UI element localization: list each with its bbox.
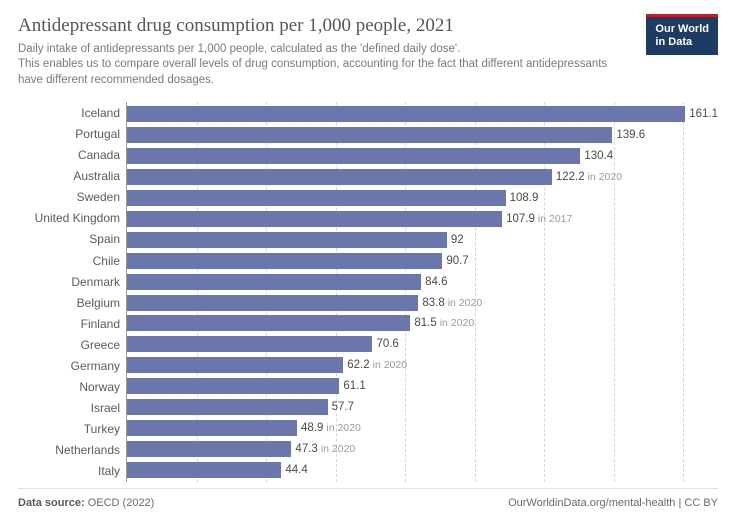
bar: [127, 295, 418, 311]
value-label: 139.6: [616, 129, 645, 141]
value-note: in 2020: [326, 422, 360, 434]
country-label: Germany: [18, 356, 120, 376]
value-label: 122.2: [556, 171, 585, 183]
value-label: 47.3: [295, 443, 317, 455]
bar-row: 61.1: [127, 376, 718, 396]
country-label: Denmark: [18, 272, 120, 292]
bar: [127, 357, 343, 373]
value-label: 81.5: [414, 317, 436, 329]
data-source: Data source: OECD (2022): [18, 497, 154, 509]
value-label: 108.9: [510, 192, 539, 204]
chart-subtitle: Daily intake of antidepressants per 1,00…: [18, 42, 634, 89]
value-label: 61.1: [343, 380, 365, 392]
bar-row: 57.7: [127, 397, 718, 417]
bar-row: 92: [127, 230, 718, 250]
bar-row: 81.5 in 2020: [127, 313, 718, 333]
bar: [127, 106, 685, 122]
bar-row: 107.9in 2017: [127, 209, 718, 229]
bar-row: 84.6: [127, 272, 718, 292]
value-label: 70.6: [376, 338, 398, 350]
bar: [127, 211, 502, 227]
value-note: in 2020: [588, 171, 622, 183]
value-label: 161.1: [689, 108, 718, 120]
plot-area: 161.1139.6130.4122.2in 2020108.9107.9in …: [126, 102, 718, 482]
subtitle-line1: Daily intake of antidepressants per 1,00…: [18, 43, 460, 55]
value-label: 130.4: [584, 150, 613, 162]
bar: [127, 462, 281, 478]
bar: [127, 190, 506, 206]
bar-row: 62.2 in 2020: [127, 355, 718, 375]
title-block: Antidepressant drug consumption per 1,00…: [18, 14, 646, 88]
bar-row: 83.8 in 2020: [127, 293, 718, 313]
bar-row: 161.1: [127, 104, 718, 124]
header: Antidepressant drug consumption per 1,00…: [18, 14, 718, 88]
country-label: United Kingdom: [18, 208, 120, 228]
country-label: Finland: [18, 314, 120, 334]
country-label: Canada: [18, 145, 120, 165]
country-label: Greece: [18, 335, 120, 355]
bar-row: 90.7: [127, 251, 718, 271]
bar: [127, 148, 580, 164]
bar-row: 122.2in 2020: [127, 167, 718, 187]
bar: [127, 253, 442, 269]
bar: [127, 127, 612, 143]
country-label: Italy: [18, 461, 120, 481]
country-label: Netherlands: [18, 440, 120, 460]
value-note: in 2020: [321, 443, 355, 455]
bar: [127, 232, 447, 248]
chart-title: Antidepressant drug consumption per 1,00…: [18, 14, 634, 38]
bar: [127, 399, 328, 415]
country-label: Belgium: [18, 293, 120, 313]
bar: [127, 420, 297, 436]
footer: Data source: OECD (2022) OurWorldinData.…: [18, 488, 718, 509]
country-label: Israel: [18, 398, 120, 418]
bar-row: 108.9: [127, 188, 718, 208]
country-label: Australia: [18, 166, 120, 186]
value-label: 92: [451, 234, 464, 246]
footer-link[interactable]: OurWorldinData.org/mental-health: [508, 497, 675, 509]
bar-row: 130.4: [127, 146, 718, 166]
bar: [127, 169, 552, 185]
bars-container: 161.1139.6130.4122.2in 2020108.9107.9in …: [127, 102, 718, 482]
bar: [127, 315, 410, 331]
value-label: 62.2: [347, 359, 369, 371]
footer-license: CC BY: [684, 497, 718, 509]
country-label: Norway: [18, 377, 120, 397]
value-label: 48.9: [301, 422, 323, 434]
y-axis-labels: IcelandPortugalCanadaAustraliaSwedenUnit…: [18, 102, 126, 482]
value-note: in 2020: [373, 359, 407, 371]
subtitle-line2: This enables us to compare overall level…: [18, 58, 607, 86]
value-label: 107.9: [506, 213, 535, 225]
bar-row: 48.9in 2020: [127, 418, 718, 438]
value-label: 57.7: [332, 401, 354, 413]
value-label: 44.4: [285, 464, 307, 476]
value-label: 84.6: [425, 276, 447, 288]
country-label: Spain: [18, 229, 120, 249]
value-label: 83.8: [422, 297, 444, 309]
bar-row: 47.3 in 2020: [127, 439, 718, 459]
bar-row: 44.4: [127, 460, 718, 480]
owid-logo: Our World in Data: [646, 14, 718, 55]
footer-attribution: OurWorldinData.org/mental-health | CC BY: [508, 497, 718, 509]
bar-row: 70.6: [127, 334, 718, 354]
country-label: Chile: [18, 251, 120, 271]
chart-area: IcelandPortugalCanadaAustraliaSwedenUnit…: [18, 102, 718, 482]
country-label: Iceland: [18, 103, 120, 123]
country-label: Sweden: [18, 187, 120, 207]
country-label: Portugal: [18, 124, 120, 144]
value-note: in 2017: [538, 213, 572, 225]
bar: [127, 378, 339, 394]
bar-row: 139.6: [127, 125, 718, 145]
bar: [127, 336, 372, 352]
value-label: 90.7: [446, 255, 468, 267]
bar: [127, 274, 421, 290]
country-label: Turkey: [18, 419, 120, 439]
value-note: in 2020: [440, 317, 474, 329]
value-note: in 2020: [448, 297, 482, 309]
bar: [127, 441, 291, 457]
